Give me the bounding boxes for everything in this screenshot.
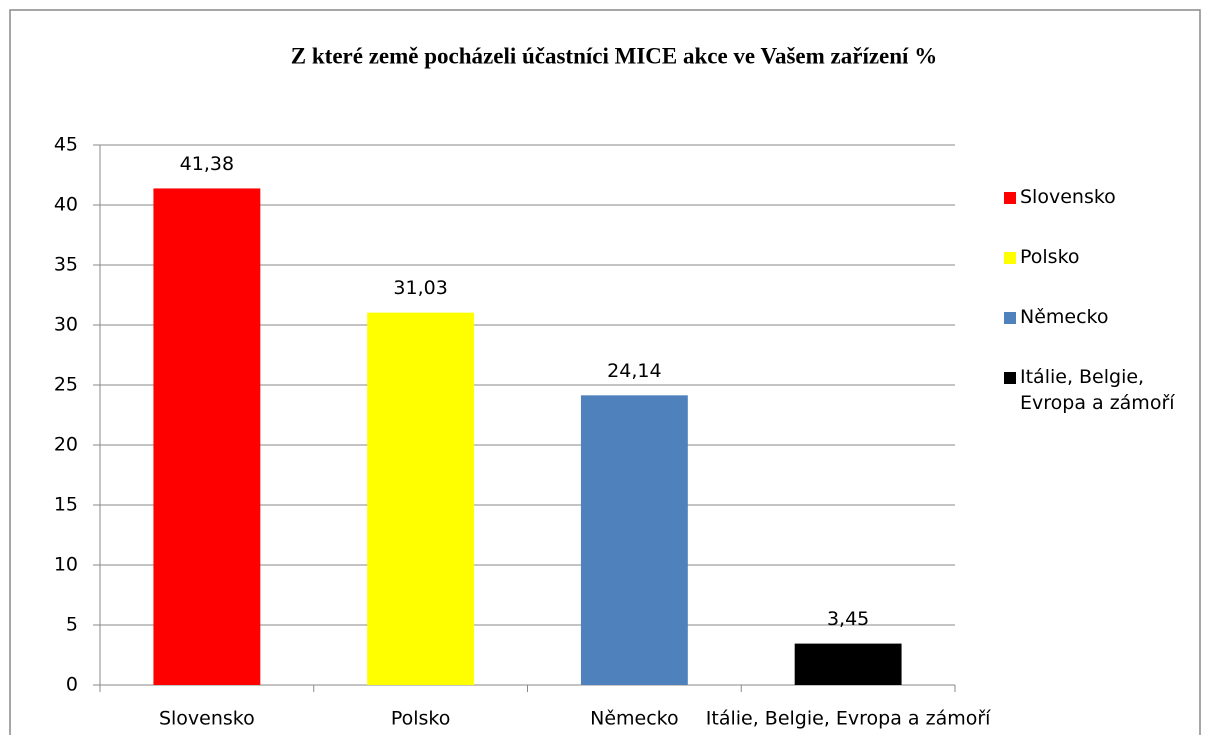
legend-item: Německo [1004,304,1204,364]
legend-label: Slovensko [1020,186,1116,208]
legend-swatch [1004,192,1016,204]
bar [153,188,261,685]
x-tick-label: Slovensko [159,708,255,730]
data-label: 31,03 [393,277,447,299]
y-tick-label: 45 [54,134,78,156]
chart-title: Z které země pocházeli účastníci MICE ak… [291,43,937,68]
legend-item: Itálie, Belgie, Evropa a zámoří [1004,364,1204,424]
y-tick-label: 15 [54,494,78,516]
y-tick-label: 40 [54,194,78,216]
legend-item: Polsko [1004,244,1204,304]
y-tick-label: 35 [54,254,78,276]
bar [580,395,688,685]
legend-swatch [1004,252,1016,264]
x-tick-label: Itálie, Belgie, Evropa a zámoří [706,708,991,730]
y-tick-label: 20 [54,434,78,456]
legend-item: Slovensko [1004,184,1204,244]
bar [794,643,902,685]
y-tick-label: 5 [66,614,78,636]
legend-swatch [1004,312,1016,324]
y-tick-label: 0 [66,674,78,696]
data-label: 3,45 [827,608,869,630]
data-label: 41,38 [180,153,234,175]
y-tick-label: 25 [54,374,78,396]
y-tick-label: 30 [54,314,78,336]
legend-label: Německo [1020,306,1109,328]
bar [367,312,475,685]
legend-label: Itálie, Belgie, Evropa a zámoří [1020,366,1175,414]
legend: Slovensko Polsko Německo Itálie, Belgie, Ev… [1004,184,1204,424]
legend-label: Polsko [1020,246,1080,268]
x-tick-label: Německo [590,708,679,730]
legend-swatch [1004,372,1016,384]
y-tick-label: 10 [54,554,78,576]
data-label: 24,14 [607,360,661,382]
x-tick-label: Polsko [391,708,451,730]
